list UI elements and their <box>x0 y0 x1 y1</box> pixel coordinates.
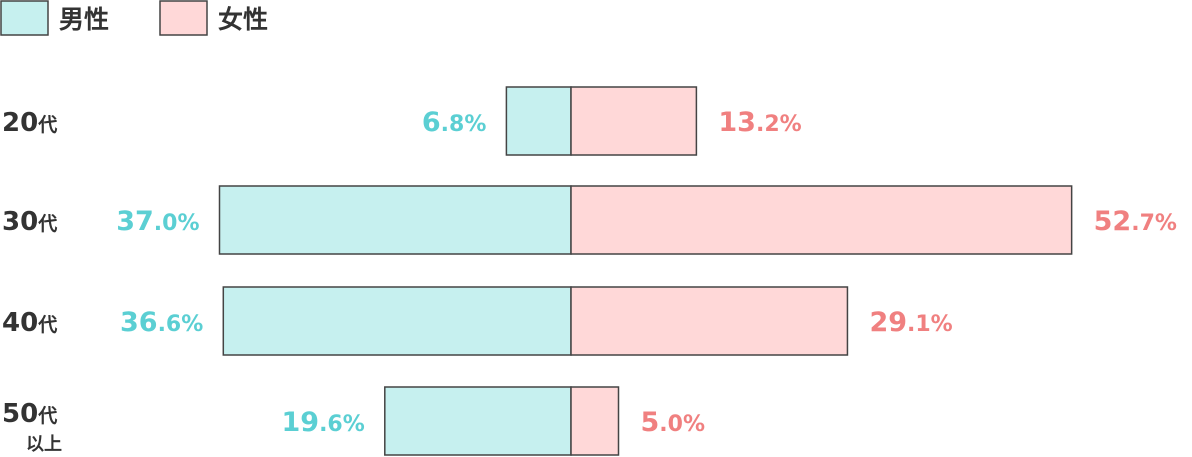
plot-area: 20代 6.8% 13.2% 30代 37.0% 52.7% 40代 36.6% 29.1% 50… <box>2 86 1177 456</box>
bar-female <box>570 286 849 356</box>
legend-label-male: 男性 <box>59 5 109 34</box>
category-label: 30代 <box>2 207 57 237</box>
bar-female <box>570 185 1073 255</box>
bar-male <box>218 185 572 255</box>
value-label-male: 6.8% <box>422 107 487 138</box>
bar-male <box>384 386 572 456</box>
category-label: 50代 <box>2 399 57 429</box>
category-label: 20代 <box>2 108 57 138</box>
value-label-female: 13.2% <box>718 107 801 138</box>
bar-male <box>222 286 572 356</box>
row: 20代 6.8% 13.2% <box>2 86 802 156</box>
value-label-female: 5.0% <box>641 407 706 438</box>
legend: 男性 女性 <box>0 0 268 36</box>
value-label-male: 19.6% <box>282 407 365 438</box>
category-label: 40代 <box>2 308 57 338</box>
value-label-female: 29.1% <box>869 307 952 338</box>
value-label-male: 37.0% <box>116 206 199 237</box>
legend-swatch-male <box>0 0 49 36</box>
legend-swatch-female <box>159 0 208 36</box>
row: 30代 37.0% 52.7% <box>2 185 1177 255</box>
bar-female <box>570 86 698 156</box>
category-sublabel: 以上 <box>26 434 62 455</box>
bar-male <box>505 86 572 156</box>
value-label-female: 52.7% <box>1094 206 1177 237</box>
value-label-male: 36.6% <box>120 307 203 338</box>
bar-female <box>570 386 620 456</box>
row: 40代 36.6% 29.1% <box>2 286 953 356</box>
legend-label-female: 女性 <box>218 5 268 34</box>
